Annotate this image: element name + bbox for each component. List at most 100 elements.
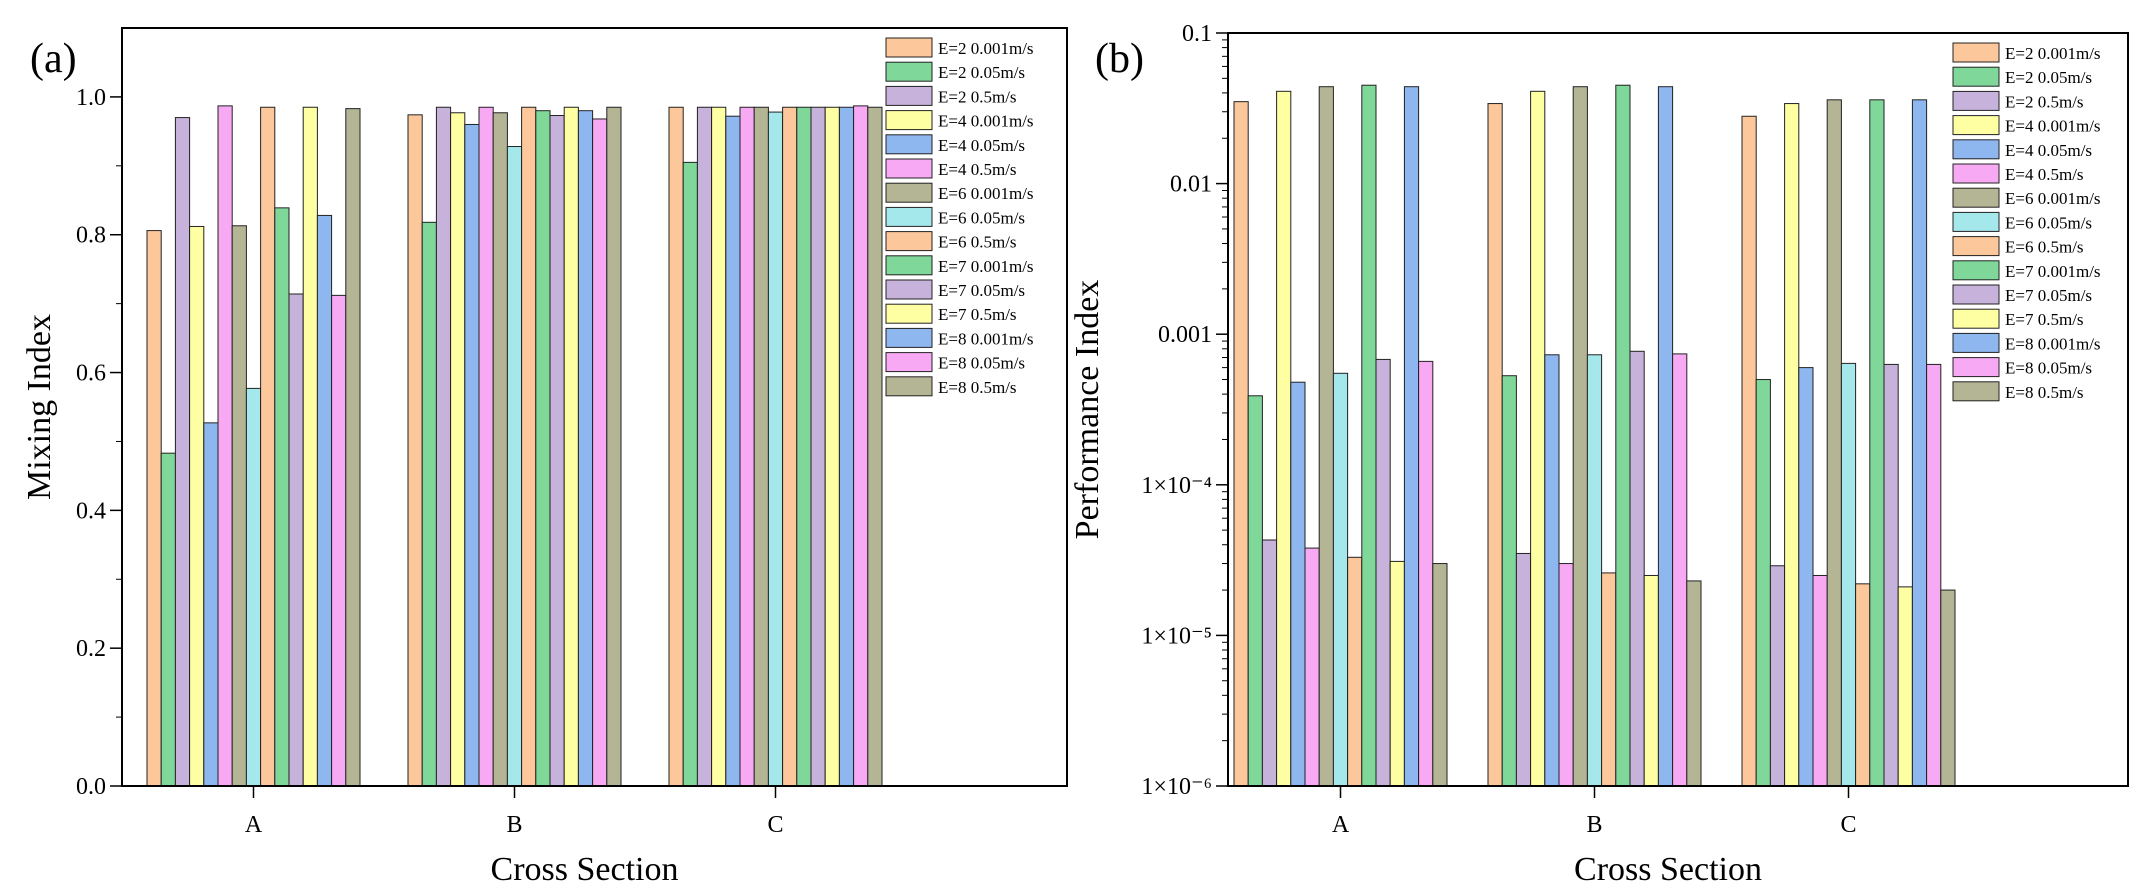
legend-swatch bbox=[1952, 187, 2000, 208]
bar-C-E-8-0-5m-s bbox=[867, 106, 883, 787]
bar-A-E-6-0-001m-s bbox=[1318, 86, 1334, 787]
legend-label: E=2 0.001m/s bbox=[2005, 44, 2101, 63]
bar-A-E-2-0-5m-s bbox=[174, 117, 191, 787]
bar-B-E-6-0-5m-s bbox=[521, 106, 537, 787]
bar-B-E-7-0-001m-s bbox=[535, 110, 551, 787]
bar-C-E-2-0-05m-s bbox=[682, 161, 698, 787]
legend-swatch bbox=[885, 110, 933, 131]
y-tick-label: 0.1 bbox=[1182, 21, 1212, 47]
panel-label: (b) bbox=[1095, 36, 1144, 82]
legend-swatch bbox=[885, 303, 933, 324]
legend-swatch bbox=[885, 376, 933, 397]
bar-A-E-8-0-001m-s bbox=[1403, 86, 1420, 787]
bar-A-E-4-0-05m-s bbox=[203, 422, 219, 787]
x-tick-label-A: A bbox=[1332, 812, 1350, 838]
bar-B-E-8-0-05m-s bbox=[592, 118, 608, 787]
bar-C-E-7-0-001m-s bbox=[796, 106, 812, 787]
bar-A-E-2-0-001m-s bbox=[1233, 101, 1249, 787]
bar-A-E-7-0-001m-s bbox=[1361, 84, 1377, 787]
legend-swatch bbox=[885, 37, 933, 58]
bar-C-E-6-0-001m-s bbox=[1826, 99, 1842, 787]
legend-swatch bbox=[1952, 42, 2000, 63]
legend-label: E=6 0.001m/s bbox=[938, 184, 1034, 203]
bar-B-E-7-0-001m-s bbox=[1615, 84, 1631, 787]
bar-C-E-2-0-001m-s bbox=[668, 106, 684, 787]
bar-A-E-8-0-5m-s bbox=[345, 108, 361, 787]
bar-A-E-7-0-001m-s bbox=[274, 207, 290, 787]
legend-label: E=8 0.5m/s bbox=[2005, 383, 2084, 402]
legend-swatch bbox=[1952, 66, 2000, 87]
legend-label: E=2 0.001m/s bbox=[938, 39, 1034, 58]
legend-swatch bbox=[1952, 236, 2000, 257]
y-tick-label: 0.01 bbox=[1170, 172, 1212, 198]
bar-B-E-8-0-5m-s bbox=[606, 106, 622, 787]
bar-A-E-4-0-5m-s bbox=[1304, 547, 1320, 787]
plot-frame bbox=[1227, 32, 2129, 787]
legend-label: E=8 0.05m/s bbox=[938, 354, 1025, 373]
y-tick-label: 1.0 bbox=[76, 85, 106, 111]
bar-B-E-4-0-5m-s bbox=[1558, 563, 1574, 787]
bar-A-E-6-0-5m-s bbox=[1347, 556, 1363, 787]
bar-B-E-8-0-001m-s bbox=[1657, 86, 1674, 787]
bar-C-E-8-0-5m-s bbox=[1940, 589, 1956, 787]
bar-B-E-6-0-5m-s bbox=[1601, 572, 1617, 787]
bar-C-E-4-0-5m-s bbox=[739, 106, 755, 787]
bar-A-E-2-0-5m-s bbox=[1261, 539, 1278, 787]
bar-C-E-7-0-5m-s bbox=[1897, 586, 1913, 787]
bar-B-E-4-0-001m-s bbox=[450, 112, 466, 787]
y-axis-title: Mixing Index bbox=[21, 314, 58, 500]
legend-label: E=2 0.5m/s bbox=[938, 87, 1017, 106]
bar-A-E-4-0-5m-s bbox=[217, 105, 233, 787]
y-tick-label: 0.4 bbox=[76, 498, 106, 524]
legend-label: E=2 0.05m/s bbox=[2005, 68, 2092, 87]
bar-A-E-6-0-05m-s bbox=[245, 387, 262, 787]
bar-B-E-7-0-05m-s bbox=[1629, 350, 1645, 787]
bar-A-E-7-0-5m-s bbox=[302, 106, 318, 787]
bar-C-E-6-0-001m-s bbox=[753, 106, 769, 787]
y-tick-label: 0.0 bbox=[76, 774, 106, 800]
legend-swatch bbox=[1952, 260, 2000, 281]
legend-label: E=4 0.001m/s bbox=[938, 112, 1034, 131]
bar-C-E-8-0-001m-s bbox=[838, 106, 855, 787]
y-axis-title: Performance Index bbox=[1069, 280, 1106, 540]
bar-A-E-2-0-001m-s bbox=[146, 230, 162, 787]
bar-B-E-4-0-001m-s bbox=[1530, 90, 1546, 787]
legend-swatch bbox=[1952, 90, 2000, 111]
legend-swatch bbox=[885, 206, 933, 227]
legend-label: E=7 0.001m/s bbox=[938, 257, 1034, 276]
y-tick-label: 0.6 bbox=[76, 361, 106, 387]
legend-label: E=6 0.5m/s bbox=[938, 233, 1017, 252]
plot-frame bbox=[121, 27, 1068, 787]
legend-swatch bbox=[885, 182, 933, 203]
bar-B-E-6-0-001m-s bbox=[1572, 86, 1588, 787]
bar-B-E-4-0-05m-s bbox=[1544, 354, 1560, 787]
bar-B-E-2-0-5m-s bbox=[435, 106, 452, 787]
bar-B-E-2-0-001m-s bbox=[1487, 103, 1503, 787]
bar-B-E-4-0-5m-s bbox=[478, 106, 494, 787]
legend-swatch bbox=[1952, 357, 2000, 378]
y-tick-label: 1×10⁻⁵ bbox=[1141, 623, 1212, 649]
legend-swatch bbox=[885, 279, 933, 300]
bar-B-E-6-0-001m-s bbox=[492, 112, 508, 787]
y-tick-label: 1×10⁻⁶ bbox=[1141, 774, 1212, 800]
legend-label: E=8 0.5m/s bbox=[938, 378, 1017, 397]
bar-B-E-8-0-05m-s bbox=[1672, 353, 1688, 787]
bar-A-E-2-0-05m-s bbox=[1247, 395, 1263, 787]
bar-C-E-6-0-5m-s bbox=[1855, 583, 1871, 787]
bar-A-E-6-0-5m-s bbox=[260, 106, 276, 787]
legend-swatch bbox=[1952, 115, 2000, 136]
legend-label: E=8 0.05m/s bbox=[2005, 359, 2092, 378]
bar-C-E-7-0-05m-s bbox=[1883, 363, 1899, 787]
bar-A-E-4-0-001m-s bbox=[189, 225, 205, 787]
x-tick-label-A: A bbox=[245, 812, 263, 838]
legend-label: E=4 0.001m/s bbox=[2005, 117, 2101, 136]
panel-label: (a) bbox=[30, 36, 77, 82]
legend-label: E=7 0.001m/s bbox=[2005, 262, 2101, 281]
x-tick-label-C: C bbox=[767, 812, 783, 838]
legend-label: E=4 0.05m/s bbox=[938, 136, 1025, 155]
bar-A-E-6-0-001m-s bbox=[231, 225, 247, 787]
legend-label: E=6 0.001m/s bbox=[2005, 189, 2101, 208]
legend-label: E=8 0.001m/s bbox=[938, 329, 1034, 348]
bar-C-E-2-0-5m-s bbox=[1769, 565, 1786, 787]
